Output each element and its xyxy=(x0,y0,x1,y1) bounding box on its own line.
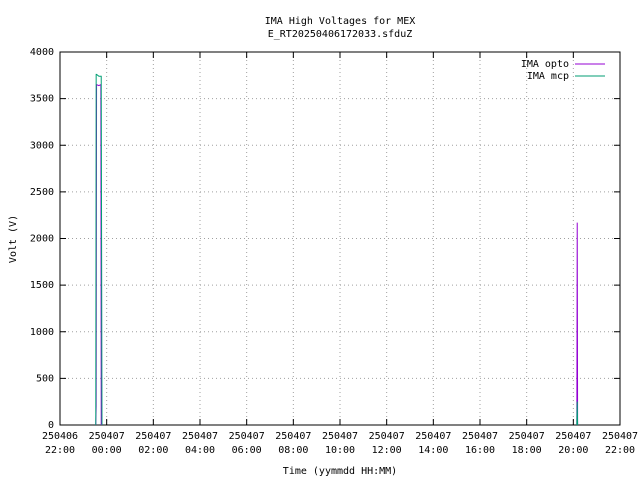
y-tick-label: 1500 xyxy=(30,280,54,291)
x-tick-label: 250407 12:00 xyxy=(368,431,405,456)
chart-subtitle: E_RT20250406172033.sfduZ xyxy=(268,29,413,40)
y-axis-label: Volt (V) xyxy=(8,215,19,263)
x-tick-label: 250407 18:00 xyxy=(508,431,545,456)
y-tick-label: 2500 xyxy=(30,187,54,198)
x-tick-label: 250407 02:00 xyxy=(135,431,172,456)
x-tick-label: 250407 20:00 xyxy=(555,431,592,456)
legend-label: IMA opto xyxy=(521,59,569,70)
y-tick-label: 2000 xyxy=(30,234,54,245)
y-tick-label: 500 xyxy=(36,373,54,384)
x-tick-label: 250407 10:00 xyxy=(321,431,359,456)
legend-label: IMA mcp xyxy=(527,71,569,82)
y-tick-label: 0 xyxy=(48,420,54,431)
y-tick-label: 4000 xyxy=(30,47,54,58)
x-tick-label: 250407 04:00 xyxy=(181,431,219,456)
x-tick-label: 250407 00:00 xyxy=(88,431,125,456)
series-line xyxy=(95,73,579,426)
y-tick-label: 3500 xyxy=(30,94,54,105)
y-tick-label: 3000 xyxy=(30,140,54,151)
x-tick-label: 250406 22:00 xyxy=(41,431,79,456)
y-tick-label: 1000 xyxy=(30,327,54,338)
x-tick-label: 250407 14:00 xyxy=(415,431,452,456)
chart-title: IMA High Voltages for MEX xyxy=(265,16,416,27)
x-tick-label: 250407 06:00 xyxy=(228,431,265,456)
x-axis-label: Time (yymmdd HH:MM) xyxy=(283,466,397,477)
plot-border xyxy=(59,51,621,426)
x-tick-label: 250407 08:00 xyxy=(275,431,312,456)
x-tick-label: 250407 16:00 xyxy=(461,431,499,456)
x-tick-label: 250407 22:00 xyxy=(601,431,639,456)
series-line xyxy=(95,83,579,426)
